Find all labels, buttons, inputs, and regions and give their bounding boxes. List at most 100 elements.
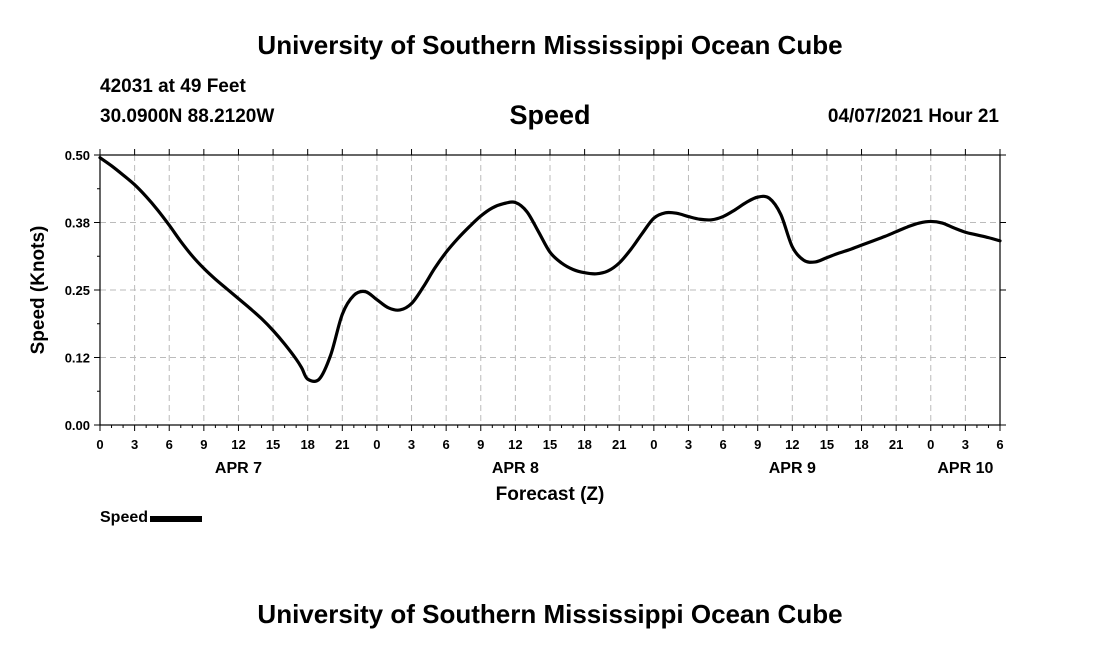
speed-data-point xyxy=(399,309,401,311)
speed-data-point xyxy=(895,231,897,233)
speed-data-point xyxy=(307,378,309,380)
speed-data-point xyxy=(826,257,828,259)
speed-data-point xyxy=(549,251,551,253)
speed-data-point xyxy=(757,196,759,198)
speed-data-point xyxy=(837,252,840,254)
speed-data-point xyxy=(768,197,770,199)
grid-layer xyxy=(100,155,1000,425)
speed-data-point xyxy=(526,211,528,213)
speed-data-point xyxy=(537,231,540,233)
x-tick-label: 0 xyxy=(96,437,103,452)
y-tick-label: 0.25 xyxy=(65,283,90,298)
x-tick-label: 15 xyxy=(820,437,834,452)
speed-data-point xyxy=(884,235,886,238)
x-axis-label: Forecast (Z) xyxy=(496,484,605,505)
day-label: APR 9 xyxy=(769,460,816,477)
speed-data-point xyxy=(791,246,793,248)
speed-data-point xyxy=(514,201,516,204)
speed-data-point xyxy=(203,267,205,269)
speed-data-point xyxy=(422,286,424,288)
speed-data-point xyxy=(503,203,505,205)
speed-data-point xyxy=(999,240,1001,242)
speed-data-point xyxy=(180,240,182,242)
speed-data-point xyxy=(560,262,563,264)
x-tick-label: 21 xyxy=(889,437,903,452)
speed-data-point xyxy=(699,218,701,220)
speed-data-point xyxy=(803,259,805,261)
speed-data-point xyxy=(664,212,666,214)
x-tick-label: 0 xyxy=(927,437,934,452)
x-tick-label: 21 xyxy=(335,437,349,452)
x-tick-label: 9 xyxy=(477,437,484,452)
y-tick-label: 0.12 xyxy=(65,351,90,366)
x-tick-label: 12 xyxy=(508,437,522,452)
variable-title: Speed xyxy=(509,100,591,130)
speed-data-point xyxy=(710,219,713,221)
speed-data-point xyxy=(734,209,736,211)
speed-series-line xyxy=(98,156,1002,383)
speed-data-point xyxy=(918,222,920,224)
datetime-label: 04/07/2021 Hour 21 xyxy=(827,106,999,127)
x-tick-label: 0 xyxy=(650,437,657,452)
speed-data-point xyxy=(584,272,586,274)
speed-data-point xyxy=(272,329,274,332)
speed-data-point xyxy=(445,251,447,253)
speed-data-point xyxy=(676,212,678,214)
speed-data-point xyxy=(814,261,816,263)
day-label: APR 10 xyxy=(937,460,993,477)
speed-data-point xyxy=(295,358,297,360)
speed-data-point xyxy=(780,213,782,215)
speed-data-point xyxy=(722,215,724,218)
y-tick-label: 0.00 xyxy=(65,418,90,433)
speed-data-point xyxy=(572,268,574,271)
speed-data-point xyxy=(630,248,632,251)
speed-data-point xyxy=(353,294,355,296)
x-tick-label: 6 xyxy=(719,437,726,452)
speed-data-point xyxy=(301,367,303,369)
station-label: 42031 at 49 Feet xyxy=(100,76,246,97)
x-tick-label: 15 xyxy=(543,437,557,452)
speed-data-point xyxy=(214,278,216,280)
speed-data-point xyxy=(618,262,620,264)
axis-layer: 0.00 0.12 0.25 0.38 0.50 0 3 6 9 12 15 18 21 0 3 6 9 12 15… xyxy=(65,148,1006,477)
x-tick-label: 12 xyxy=(785,437,799,452)
speed-data-point xyxy=(260,318,263,320)
speed-data-point xyxy=(860,244,863,246)
speed-data-point xyxy=(907,226,909,228)
speed-data-point xyxy=(410,302,413,305)
x-tick-label: 3 xyxy=(408,437,415,452)
speed-data-point xyxy=(607,270,609,272)
speed-data-point xyxy=(468,226,470,228)
speed-data-point xyxy=(157,209,159,211)
x-tick-label: 3 xyxy=(962,437,969,452)
speed-data-point xyxy=(872,240,874,242)
x-tick-label: 12 xyxy=(231,437,245,452)
footer-title: University of Southern Mississippi Ocean… xyxy=(257,599,843,629)
speed-data-point xyxy=(364,291,366,293)
speed-data-point xyxy=(930,220,932,223)
speed-data-point xyxy=(653,217,655,219)
speed-data-point xyxy=(687,215,690,218)
speed-data-point xyxy=(191,255,193,257)
legend-label: Speed xyxy=(100,509,149,526)
coordinates-label: 30.0900N 88.2120W xyxy=(100,106,275,127)
chart-main-title: University of Southern Mississippi Ocean… xyxy=(257,30,843,60)
speed-data-point xyxy=(237,298,240,300)
speed-data-point xyxy=(987,237,990,239)
speed-data-point xyxy=(491,207,493,209)
speed-data-point xyxy=(341,313,343,315)
y-tick-label: 0.38 xyxy=(65,216,90,231)
speed-data-point xyxy=(318,378,320,380)
y-axis-label: Speed (Knots) xyxy=(28,226,49,355)
x-tick-label: 18 xyxy=(300,437,314,452)
speed-data-point xyxy=(964,231,966,233)
speed-data-point xyxy=(480,215,482,217)
speed-data-point xyxy=(122,174,124,176)
x-tick-label: 9 xyxy=(200,437,207,452)
speed-data-point xyxy=(330,354,332,356)
day-label: APR 7 xyxy=(215,460,262,477)
speed-data-point xyxy=(434,267,436,269)
speed-data-point xyxy=(745,201,747,204)
speed-data-point xyxy=(849,248,851,251)
